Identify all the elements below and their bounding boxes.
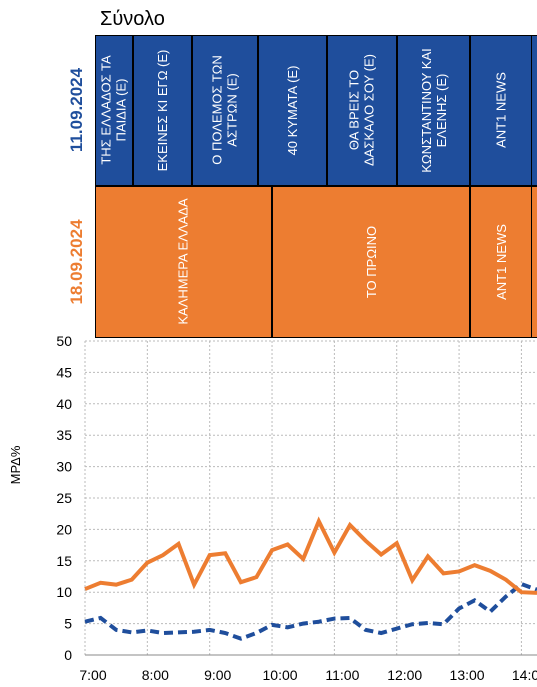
y-tick-label: 30	[56, 459, 72, 475]
program-label: ΤΗΣ ΕΛΛΑΔΟΣ ΤΑ ΠΑΙΔΙΑ (Ε)	[98, 55, 129, 165]
x-tick-label: 13:00	[450, 667, 485, 683]
program-block: 40 ΚΥΜΑΤΑ (Ε)	[258, 35, 327, 186]
program-block: ΚΑΛΗΜΕΡΑ ΕΛΛΑΔΑ	[95, 186, 272, 338]
y-tick-label: 15	[56, 553, 72, 569]
y-tick-label: 25	[56, 490, 72, 506]
program-block: ΕΚΕΙΝΕΣ ΚΙ ΕΓΩ (Ε)	[133, 35, 192, 186]
x-tick-label: 10:00	[263, 667, 298, 683]
program-block: Ο ΠΟΛΕΜΟΣ ΤΩΝ ΑΣΤΡΩΝ (Ε)	[192, 35, 258, 186]
y-tick-label: 20	[56, 521, 72, 537]
program-label: ANT1 NEWS	[493, 72, 508, 148]
y-tick-label: 0	[64, 647, 72, 663]
program-label: ΚΩΝΣΤΑΝΤΙΝΟΥ ΚΑΙ ΕΛΕΝΗΣ (Ε)	[418, 47, 448, 173]
title: Σύνολο	[100, 8, 165, 30]
program-block: ΘΑ ΒΡΕΙΣ ΤΟ ΔΑΣΚΑΛΟ ΣΟΥ (Ε)	[327, 35, 397, 186]
y-tick-label: 5	[64, 616, 72, 632]
series-line	[84, 581, 537, 641]
y-tick-label: 45	[56, 364, 72, 380]
x-tick-label: 14:00	[512, 667, 537, 683]
series-line	[84, 516, 537, 595]
x-tick-label: 11:00	[325, 667, 359, 683]
x-tick-label: 12:00	[387, 667, 422, 683]
y-tick-label: 35	[56, 427, 72, 443]
x-tick-label: 7:00	[79, 667, 106, 683]
program-label: ΘΑ ΒΡΕΙΣ ΤΟ ΔΑΣΚΑΛΟ ΣΟΥ (Ε)	[346, 54, 377, 166]
program-label: ΚΑΛΗΜΕΡΑ ΕΛΛΑΔΑ	[175, 198, 191, 325]
program-block: ANT1 NEWS	[470, 35, 532, 186]
y-tick-label: 10	[56, 584, 72, 600]
program-label: Ο ΠΟΛΕΜΟΣ ΤΩΝ ΑΣΤΡΩΝ (Ε)	[209, 55, 240, 165]
y-tick-label: 40	[56, 396, 72, 412]
x-tick-label: 8:00	[142, 667, 169, 683]
program-block: ΚΩΝΣΤΑΝΤΙΝΟΥ ΚΑΙ ΕΛΕΝΗΣ (Ε)	[397, 35, 470, 186]
y-axis-label: ΜΡΔ%	[8, 445, 23, 484]
program-block: ΤΗΣ ΕΛΛΑΔΟΣ ΤΑ ΠΑΙΔΙΑ (Ε)	[95, 35, 133, 186]
x-tick-label: 9:00	[204, 667, 231, 683]
program-block: ΤΟ ΠΡΩΙΝΟ	[272, 186, 470, 338]
y-tick-label: 50	[56, 333, 72, 349]
program-label: 40 ΚΥΜΑΤΑ (Ε)	[284, 65, 300, 155]
program-block: ANT1 NEWS	[470, 186, 532, 338]
program-label: ΤΟ ΠΡΩΙΝΟ	[363, 225, 378, 298]
program-label: ΕΚΕΙΝΕΣ ΚΙ ΕΓΩ (Ε)	[154, 49, 170, 171]
program-label: ANT1 NEWS	[493, 223, 508, 300]
